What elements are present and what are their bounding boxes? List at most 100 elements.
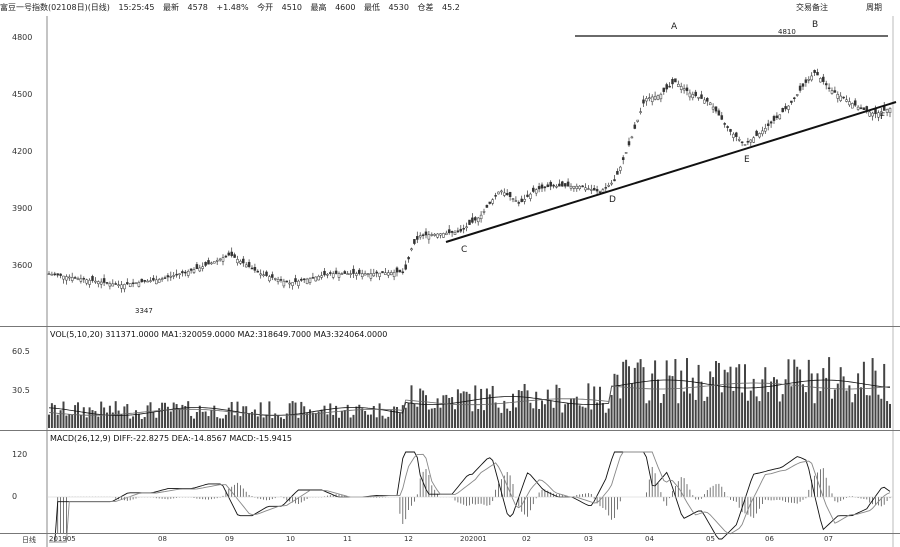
volume-bar	[94, 411, 97, 428]
candle-body	[700, 94, 703, 99]
candle-body	[885, 109, 889, 113]
volume-bar	[854, 393, 857, 428]
candle-body	[793, 97, 796, 100]
notes-button[interactable]: 交易备注	[796, 3, 828, 12]
volume-bar	[111, 412, 114, 428]
candle-body	[189, 268, 193, 271]
candle-body	[697, 96, 700, 99]
volume-bar	[691, 377, 694, 428]
volume-bar	[425, 395, 427, 428]
candle-body	[819, 78, 822, 83]
candle-body	[888, 108, 892, 114]
volume-tick-label: 30.5	[12, 386, 30, 395]
price-tick-label: 3900	[12, 204, 33, 213]
volume-bar	[204, 411, 207, 428]
volume-bar	[140, 418, 143, 428]
volume-bar	[860, 387, 862, 428]
volume-bar	[880, 398, 883, 428]
candle-body	[468, 219, 471, 225]
volume-bar	[804, 392, 807, 428]
candle-body	[114, 283, 117, 285]
volume-bar	[648, 400, 651, 428]
candle-body	[352, 268, 355, 274]
candle-body	[816, 71, 819, 76]
volume-bar	[462, 391, 465, 428]
candle-body	[859, 107, 863, 109]
volume-bar	[720, 392, 723, 428]
candle-body	[50, 273, 54, 276]
volume-bar	[717, 362, 720, 428]
candle-body	[366, 273, 370, 275]
candle-body	[76, 278, 80, 281]
volume-ma1-line	[48, 379, 891, 416]
price-tick-label: 4800	[12, 33, 33, 42]
index-name[interactable]: 富豆一号指数(02108日)(日线)	[0, 3, 110, 12]
volume-bar	[146, 405, 149, 428]
volume-bar	[390, 410, 393, 428]
candle-body	[691, 94, 695, 99]
macd-tick-label: 120	[12, 450, 28, 459]
candle-body	[679, 86, 683, 90]
volume-bar	[816, 373, 819, 428]
volume-bar	[485, 388, 488, 428]
candle-body	[439, 233, 442, 236]
volume-bar	[468, 393, 471, 428]
volume-bar	[207, 416, 210, 428]
candle-body	[755, 130, 758, 136]
candle-body	[157, 279, 161, 283]
volume-bar	[610, 395, 613, 428]
volume-bar	[668, 375, 671, 428]
volume-bar	[642, 367, 645, 428]
volume-bar	[758, 401, 761, 428]
volume-bar	[430, 408, 433, 428]
volume-bar	[161, 402, 164, 428]
volume-bar	[190, 415, 193, 428]
candle-body	[465, 226, 468, 229]
volume-bar	[584, 407, 587, 428]
candle-body	[563, 183, 567, 187]
candle-body	[294, 278, 297, 283]
volume-bar	[564, 404, 567, 428]
panel-divider	[0, 326, 900, 327]
candle-body	[410, 248, 413, 251]
candle-body	[581, 185, 584, 188]
volume-bar	[833, 389, 836, 428]
volume-bar	[607, 408, 610, 428]
timeframe-label[interactable]: 日线	[22, 536, 36, 544]
candle-body	[198, 267, 202, 272]
period-button[interactable]: 周期	[866, 3, 882, 12]
candle-body	[242, 258, 245, 264]
candle-body	[677, 83, 680, 87]
volume-bar	[404, 407, 407, 428]
pattern-label-c: C	[461, 245, 468, 255]
volume-bar	[596, 402, 599, 428]
volume-bar	[184, 406, 187, 428]
volume-bar	[613, 373, 616, 428]
volume-bar	[889, 403, 891, 428]
volume-bar	[53, 404, 56, 428]
candle-body	[166, 275, 170, 278]
candle-body	[798, 85, 802, 91]
volume-bar	[654, 360, 657, 428]
candle-body	[688, 92, 692, 98]
volume-bar	[570, 398, 572, 428]
candle-body	[404, 264, 407, 270]
candle-body	[175, 273, 178, 276]
volume-bar	[500, 412, 503, 428]
volume-bar	[71, 414, 74, 428]
candle-body	[85, 279, 88, 284]
volume-bar	[813, 403, 816, 428]
candle-body	[505, 193, 509, 196]
volume-bar	[91, 410, 94, 428]
candle-body	[273, 278, 277, 280]
volume-bar	[361, 408, 364, 428]
volume-bar	[549, 400, 552, 428]
volume-bar	[242, 406, 245, 428]
price-tick-label: 4200	[12, 147, 33, 156]
volume-bar	[137, 413, 140, 428]
volume-bar	[369, 414, 372, 428]
candle-body	[717, 110, 721, 116]
volume-bar	[332, 414, 335, 428]
candle-body	[729, 129, 732, 132]
